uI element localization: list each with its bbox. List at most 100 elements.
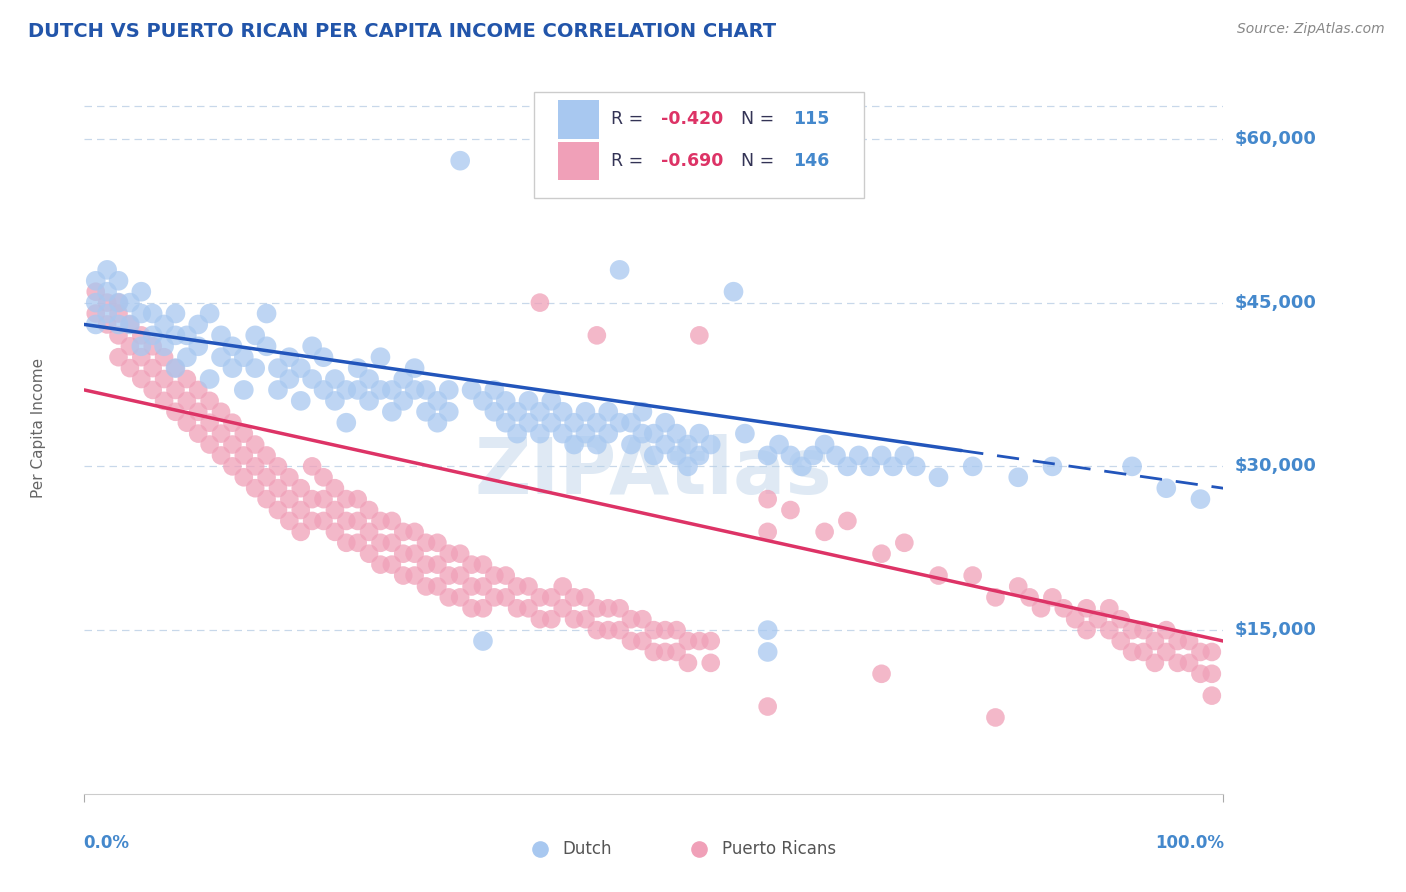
Point xyxy=(118,295,141,310)
Point xyxy=(278,470,301,484)
Point xyxy=(256,470,278,484)
Text: -0.690: -0.690 xyxy=(661,153,723,170)
Point xyxy=(723,285,745,299)
Point xyxy=(1064,612,1087,626)
Point xyxy=(551,579,574,593)
Point xyxy=(209,350,232,364)
Point xyxy=(460,601,482,615)
Point xyxy=(688,787,710,801)
Point xyxy=(460,558,482,572)
Point xyxy=(187,426,209,441)
Point xyxy=(118,318,141,332)
Point xyxy=(574,591,596,605)
Point xyxy=(529,405,551,419)
Point xyxy=(346,536,368,550)
Point xyxy=(688,426,710,441)
Point xyxy=(323,481,346,495)
Point xyxy=(631,634,654,648)
Point xyxy=(312,350,335,364)
Point xyxy=(221,416,243,430)
Point xyxy=(688,449,710,463)
Point xyxy=(278,372,301,386)
Point xyxy=(131,339,153,353)
Point xyxy=(107,295,129,310)
FancyBboxPatch shape xyxy=(558,101,599,138)
Point xyxy=(676,656,699,670)
Point xyxy=(209,426,232,441)
Point xyxy=(323,503,346,517)
Point xyxy=(312,383,335,397)
Point xyxy=(198,437,221,451)
Point xyxy=(529,426,551,441)
Point xyxy=(301,514,323,528)
Point xyxy=(1201,666,1223,681)
Point xyxy=(1178,656,1201,670)
Point xyxy=(1132,645,1154,659)
Point xyxy=(586,416,609,430)
Point xyxy=(232,470,254,484)
Point xyxy=(574,405,596,419)
Text: -0.420: -0.420 xyxy=(661,111,723,128)
Point xyxy=(643,645,665,659)
Point xyxy=(267,383,290,397)
Point xyxy=(301,459,323,474)
Point xyxy=(426,579,449,593)
Point xyxy=(654,437,676,451)
Point xyxy=(131,372,153,386)
Point xyxy=(232,350,254,364)
Point xyxy=(1167,634,1189,648)
Point xyxy=(1109,612,1132,626)
Point xyxy=(779,503,801,517)
Point xyxy=(267,481,290,495)
Point xyxy=(734,426,756,441)
Point xyxy=(165,383,187,397)
Point xyxy=(562,416,585,430)
Point xyxy=(278,514,301,528)
Point xyxy=(928,470,950,484)
Point xyxy=(165,306,187,320)
Point xyxy=(449,568,471,582)
Text: $60,000: $60,000 xyxy=(1234,130,1316,148)
Point xyxy=(517,416,540,430)
Point xyxy=(426,416,449,430)
Point xyxy=(415,536,437,550)
Point xyxy=(370,536,392,550)
Text: N =: N = xyxy=(741,111,780,128)
Point xyxy=(107,306,129,320)
Point xyxy=(323,372,346,386)
Point xyxy=(540,393,562,408)
Text: R =: R = xyxy=(610,153,648,170)
Point xyxy=(665,426,688,441)
Point xyxy=(118,361,141,376)
Point xyxy=(176,328,198,343)
Point xyxy=(346,383,368,397)
Point xyxy=(551,426,574,441)
Point xyxy=(176,372,198,386)
Point xyxy=(209,405,232,419)
Point xyxy=(96,263,118,277)
Text: $30,000: $30,000 xyxy=(1234,458,1316,475)
FancyBboxPatch shape xyxy=(558,142,599,180)
Point xyxy=(631,405,654,419)
Text: Source: ZipAtlas.com: Source: ZipAtlas.com xyxy=(1237,22,1385,37)
Point xyxy=(1007,579,1029,593)
Point xyxy=(551,405,574,419)
Point xyxy=(984,591,1007,605)
Point xyxy=(187,383,209,397)
Point xyxy=(1007,470,1029,484)
Point xyxy=(96,295,118,310)
Point xyxy=(187,405,209,419)
Point xyxy=(290,503,312,517)
Text: ZIPAtlas: ZIPAtlas xyxy=(475,434,832,510)
Point xyxy=(278,350,301,364)
Point xyxy=(301,492,323,507)
Point xyxy=(245,481,267,495)
Point xyxy=(278,492,301,507)
Text: 0.0%: 0.0% xyxy=(83,834,129,852)
Point xyxy=(118,339,141,353)
Point xyxy=(506,579,529,593)
Point xyxy=(1132,623,1154,637)
Point xyxy=(381,514,404,528)
Text: 115: 115 xyxy=(793,111,830,128)
Point xyxy=(1098,623,1121,637)
